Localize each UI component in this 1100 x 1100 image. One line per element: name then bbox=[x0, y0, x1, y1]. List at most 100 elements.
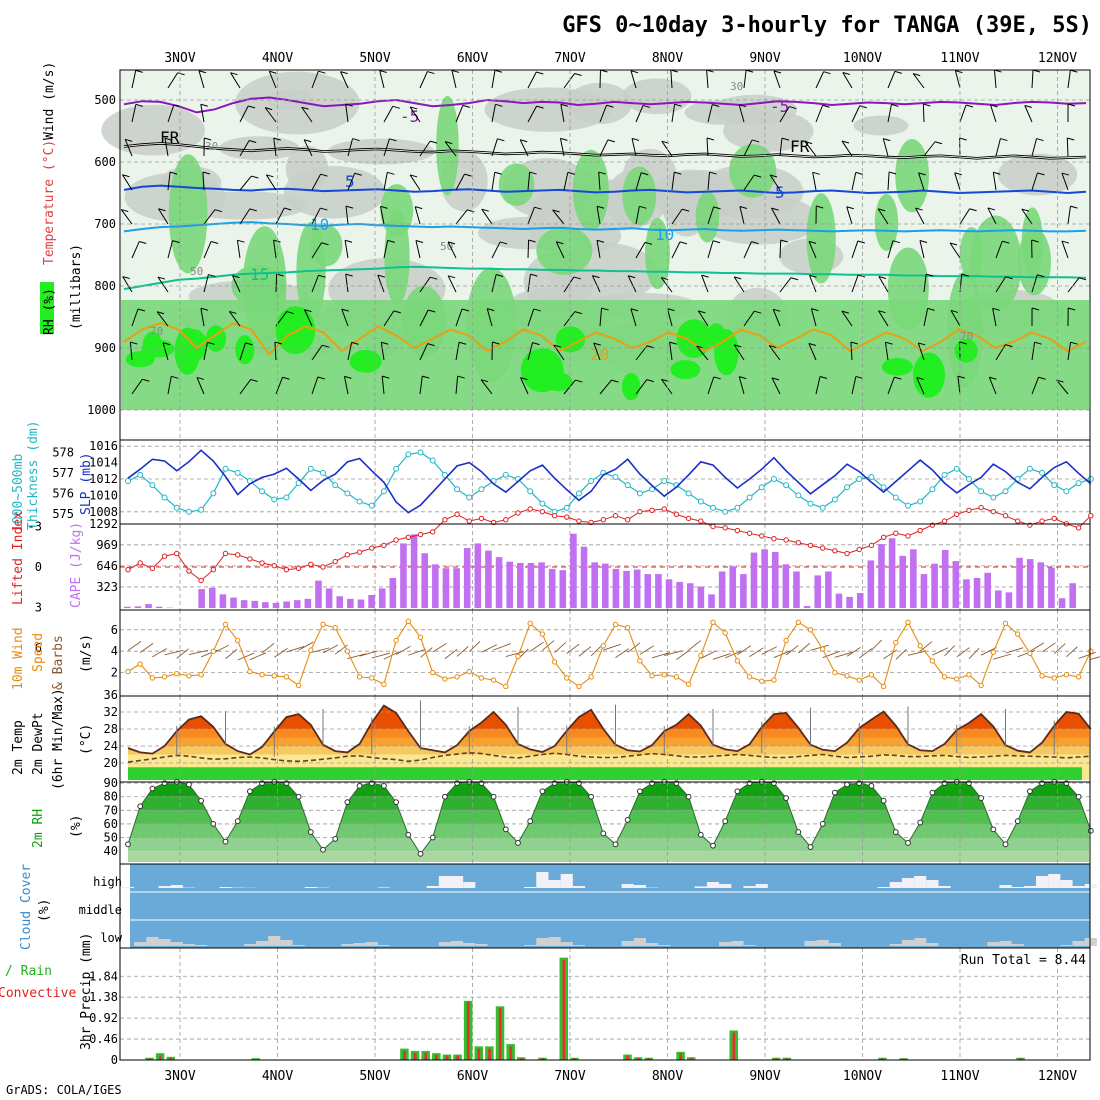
lifted-index-point bbox=[405, 534, 412, 540]
wind10m-point bbox=[271, 673, 277, 679]
wind10m-point bbox=[369, 675, 375, 681]
rh2m-point bbox=[941, 780, 948, 787]
thickness-point bbox=[1063, 488, 1070, 495]
wind-barb bbox=[527, 207, 535, 225]
wind-barb-flag bbox=[573, 276, 582, 280]
wind-barb bbox=[954, 172, 961, 191]
thickness-point bbox=[502, 471, 509, 478]
tick-label: 600 bbox=[94, 155, 116, 169]
wind-barb bbox=[995, 138, 1001, 157]
lifted-index-point bbox=[856, 546, 862, 553]
wind-barb bbox=[122, 174, 133, 191]
wind10m-barb bbox=[310, 647, 330, 653]
cape-bar bbox=[315, 580, 322, 608]
tick-label: -3 bbox=[28, 520, 42, 534]
lifted-index-point bbox=[954, 511, 960, 518]
wind-barb bbox=[593, 342, 601, 361]
wind-barb-flag bbox=[891, 103, 899, 107]
tick-label: 1.84 bbox=[89, 969, 118, 983]
wind-barb-flag bbox=[380, 205, 388, 209]
rh-green-area bbox=[384, 208, 410, 306]
wind-barb bbox=[480, 379, 493, 395]
wind-barb-flag bbox=[661, 277, 669, 281]
wind-barb-flag bbox=[987, 207, 996, 211]
lifted-index-point bbox=[478, 515, 485, 522]
wind-barb bbox=[491, 138, 498, 157]
wind-barb bbox=[987, 207, 997, 225]
wind-barb bbox=[419, 343, 428, 361]
cloud-high-bar bbox=[999, 885, 1012, 888]
wind10m-point bbox=[868, 672, 875, 678]
date-label: 8NOV bbox=[652, 51, 683, 66]
wind-barb-flag bbox=[415, 206, 423, 210]
wind10m-barb bbox=[188, 649, 208, 655]
precip-conv-bar bbox=[456, 1055, 460, 1060]
wind-barb-flag bbox=[878, 276, 887, 279]
cape-bar bbox=[230, 597, 237, 608]
wind-barb bbox=[627, 275, 637, 293]
rh2m-point bbox=[405, 831, 412, 838]
rh-swatch bbox=[40, 282, 54, 334]
wind-barb-flag bbox=[393, 310, 401, 314]
wind-barb-flag bbox=[428, 309, 436, 313]
cape-bar bbox=[124, 606, 131, 608]
wind10m-barb bbox=[785, 645, 799, 656]
wind-barb bbox=[851, 240, 859, 259]
wind-barb bbox=[311, 242, 322, 259]
temp-base-band bbox=[128, 767, 1082, 780]
tick-label: 1016 bbox=[89, 439, 118, 453]
cape-bar bbox=[538, 562, 545, 608]
wind10m-barb bbox=[968, 648, 980, 659]
lifted-index-point bbox=[941, 518, 948, 524]
wind-barb bbox=[772, 309, 781, 327]
lifted-index-point bbox=[210, 567, 217, 573]
precip-conv-bar bbox=[488, 1048, 491, 1060]
wind-barb-flag bbox=[846, 206, 854, 210]
wind-barb-flag bbox=[601, 307, 609, 311]
lifted-index-point bbox=[1088, 513, 1094, 519]
wind-barb bbox=[239, 342, 246, 361]
cape-bar bbox=[633, 569, 641, 608]
lifted-index-point bbox=[893, 530, 899, 536]
cloud-unit-label: (%) bbox=[37, 899, 52, 922]
wind-barb bbox=[779, 106, 790, 123]
cape-bar bbox=[368, 594, 375, 608]
wind-barb-flag bbox=[1067, 137, 1075, 141]
contour-label: 70 bbox=[150, 325, 163, 338]
thickness-point bbox=[831, 496, 838, 503]
lifted-index-point bbox=[429, 529, 436, 535]
dewpt2m-line bbox=[127, 751, 1091, 763]
cloud-low-bar bbox=[731, 941, 744, 946]
wind10m-point bbox=[832, 669, 838, 676]
rh2m-grid bbox=[120, 782, 1090, 864]
cloud-low-bar bbox=[292, 945, 305, 946]
wind10m-barb bbox=[688, 640, 702, 651]
lifted-index-point bbox=[759, 533, 765, 539]
wind-barb bbox=[808, 241, 817, 259]
wind-barb-flag bbox=[392, 105, 400, 109]
thickness-point bbox=[307, 465, 314, 472]
cape-bar bbox=[686, 583, 694, 608]
wind-barb-flag bbox=[210, 240, 219, 244]
wind-barb-flag bbox=[628, 275, 636, 279]
rh2m-point bbox=[539, 788, 546, 795]
wind10m-barb bbox=[603, 643, 622, 651]
temp2m-unit-label: (°C) bbox=[79, 724, 94, 755]
wind-barb bbox=[239, 175, 252, 191]
wind10m-barb bbox=[334, 644, 348, 655]
cape-bar bbox=[198, 589, 205, 608]
cape-bar bbox=[1016, 557, 1023, 608]
rh-green-area bbox=[622, 166, 657, 226]
cloud-low-bar bbox=[182, 944, 196, 946]
rh2m-unit-label: (%) bbox=[69, 815, 84, 838]
cloud-low-bar bbox=[463, 943, 476, 946]
wind-barb bbox=[846, 206, 853, 225]
wind-barb-flag bbox=[520, 377, 528, 381]
wind10m-point bbox=[844, 673, 850, 679]
wind-barb bbox=[124, 139, 133, 157]
wind-barb-flag bbox=[457, 375, 465, 379]
wind-barb bbox=[455, 209, 468, 225]
wind-barb bbox=[303, 139, 313, 157]
tick-label: 40 bbox=[104, 844, 118, 858]
wind-barb bbox=[481, 208, 493, 225]
